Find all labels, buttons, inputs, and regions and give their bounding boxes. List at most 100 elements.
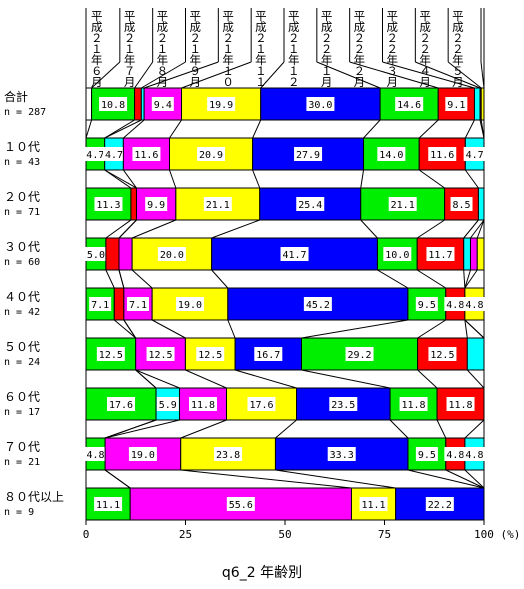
- legend-connector: [382, 61, 475, 89]
- data-label-bg: [151, 97, 174, 111]
- data-label: 12.5: [198, 350, 222, 361]
- data-label-bg: [359, 497, 388, 511]
- data-label-bg: [207, 97, 236, 111]
- category-n: n = 24: [4, 357, 40, 368]
- segment-connector: [169, 169, 177, 189]
- chart-title: q6_2 年齢別: [221, 565, 303, 581]
- category-n: n = 60: [4, 257, 40, 268]
- data-label-bg: [189, 397, 218, 411]
- data-label-bg: [99, 97, 128, 111]
- segment-connector: [445, 469, 485, 489]
- data-label: 23.8: [216, 450, 240, 461]
- data-label: 30.0: [308, 100, 332, 111]
- category-n: n = 71: [4, 207, 40, 218]
- legend-connector: [316, 61, 381, 89]
- data-label: 19.9: [209, 100, 233, 111]
- data-label: 12.5: [99, 350, 123, 361]
- data-label: 11.8: [402, 400, 426, 411]
- data-label-bg: [463, 147, 486, 161]
- data-label-bg: [296, 197, 325, 211]
- segment-connector: [417, 369, 438, 389]
- data-label: 7.1: [129, 300, 147, 311]
- segment-connector: [464, 419, 485, 439]
- segment-connector: [466, 369, 485, 389]
- data-label: 27.9: [296, 150, 320, 161]
- category-label: ６０代: [4, 390, 40, 404]
- data-label: 4.8: [446, 450, 464, 461]
- category-n: n = 21: [4, 457, 40, 468]
- bar-segment: [463, 237, 471, 271]
- data-label-bg: [89, 297, 112, 311]
- data-label: 5.0: [87, 250, 105, 261]
- category-label: ３０代: [4, 240, 40, 254]
- data-label: 5.9: [159, 400, 177, 411]
- segment-connector: [118, 219, 137, 239]
- data-label-bg: [280, 247, 309, 261]
- segment-connector: [105, 219, 132, 239]
- category-label: ８０代以上: [4, 490, 64, 504]
- data-label-bg: [226, 497, 255, 511]
- data-label: 4.7: [105, 150, 123, 161]
- segment-connector: [417, 319, 447, 339]
- data-label-bg: [294, 147, 323, 161]
- data-label: 19.0: [131, 450, 155, 461]
- data-label-bg: [157, 247, 186, 261]
- segment-connector: [275, 419, 297, 439]
- segment-connector: [104, 419, 180, 439]
- data-label-bg: [247, 397, 276, 411]
- data-label: 45.2: [306, 300, 330, 311]
- data-label: 12.5: [149, 350, 173, 361]
- data-label-bg: [214, 447, 243, 461]
- segment-connector: [301, 319, 408, 339]
- data-label-bg: [345, 347, 374, 361]
- data-label: 8.5: [453, 200, 471, 211]
- data-label-bg: [463, 297, 486, 311]
- bar-segment: [477, 187, 485, 221]
- data-label-bg: [445, 97, 468, 111]
- segment-connector: [464, 319, 485, 339]
- data-label: 4.7: [86, 150, 104, 161]
- category-label: ５０代: [4, 340, 40, 354]
- segment-connector: [476, 219, 485, 239]
- data-label-bg: [175, 297, 204, 311]
- data-label: 9.4: [154, 100, 172, 111]
- data-label: 11.6: [430, 150, 454, 161]
- data-label-bg: [425, 497, 454, 511]
- data-label: 19.0: [178, 300, 202, 311]
- legend-label: 平成２１年９月: [190, 9, 202, 89]
- segment-connector: [416, 219, 445, 239]
- segment-connector: [464, 169, 479, 189]
- x-tick-label: 25: [179, 528, 192, 541]
- segment-connector: [123, 319, 137, 339]
- data-label: 11.1: [96, 500, 120, 511]
- segment-connector: [113, 319, 137, 339]
- segment-connector: [227, 319, 236, 339]
- legend-label: 平成２１年７月: [124, 9, 136, 89]
- data-label-bg: [395, 97, 424, 111]
- data-label: 12.5: [430, 350, 454, 361]
- category-label: ７０代: [4, 440, 40, 454]
- legend-label: 平成２２年５月: [452, 9, 464, 89]
- category-label: ２０代: [4, 190, 40, 204]
- data-label: 11.8: [448, 400, 472, 411]
- legend-label: 平成２２年１月: [321, 9, 333, 89]
- data-label-bg: [203, 197, 232, 211]
- data-label: 4.8: [446, 300, 464, 311]
- segment-connector: [151, 319, 186, 339]
- segment-connector: [389, 419, 409, 439]
- x-tick-label: 100 (%): [474, 528, 520, 541]
- data-label: 4.7: [466, 150, 484, 161]
- data-label: 4.8: [87, 450, 105, 461]
- bar-segment: [473, 87, 481, 121]
- data-label: 11.3: [96, 200, 120, 211]
- data-label: 9.1: [447, 100, 465, 111]
- legend-label: 平成２２年２月: [354, 9, 366, 89]
- legend-label: 平成２１年６月: [91, 9, 103, 89]
- segment-connector: [407, 469, 485, 489]
- data-label: 20.9: [199, 150, 223, 161]
- segment-connector: [180, 419, 227, 439]
- data-label-bg: [303, 297, 332, 311]
- data-label-bg: [132, 147, 161, 161]
- segment-connector: [131, 219, 177, 239]
